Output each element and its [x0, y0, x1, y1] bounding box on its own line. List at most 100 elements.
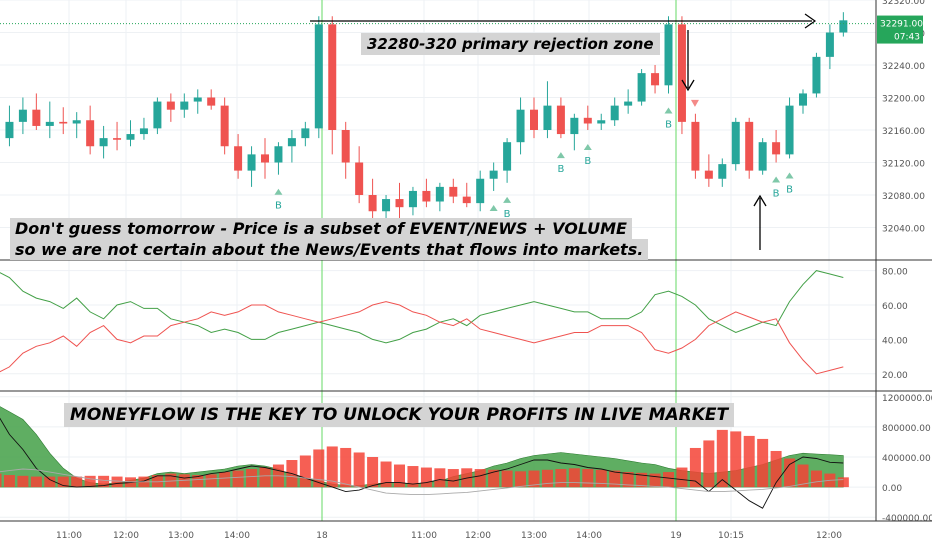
volume-bar — [770, 450, 782, 488]
candle-body — [314, 24, 323, 129]
oscillator-tick-label: 60.00 — [882, 302, 908, 312]
price-panel[interactable]: BBBBBBBBB — [0, 12, 848, 228]
volume-bar — [541, 469, 553, 488]
candle-body — [368, 195, 377, 212]
candle-body — [543, 105, 552, 130]
price-tick-label: 32240.00 — [882, 62, 925, 72]
buy-signal-icon — [772, 176, 781, 183]
candle-body — [247, 154, 256, 171]
candle-body — [772, 142, 781, 155]
time-tick-label: 19 — [670, 531, 682, 541]
candle-body — [5, 121, 14, 139]
volume-bar — [353, 452, 365, 488]
candle-body — [45, 121, 54, 126]
candle-body — [287, 138, 296, 147]
candle-body — [72, 120, 81, 124]
buy-signal-label: B — [665, 119, 672, 130]
moneyflow-tick-label: 0.00 — [882, 484, 902, 494]
candle-body — [462, 196, 471, 204]
moneyflow-tick-label: 400000.00 — [882, 454, 931, 464]
time-tick-label: 13:00 — [168, 531, 194, 541]
volume-bar — [394, 464, 405, 488]
volume-bar — [57, 476, 69, 488]
candle-body — [718, 164, 727, 179]
volume-bar — [474, 469, 486, 488]
candle-body — [59, 121, 68, 124]
moneyflow-panel[interactable] — [0, 404, 849, 509]
candle-body — [341, 130, 350, 163]
buy-signal-icon — [664, 107, 673, 114]
moneyflow-average-line — [0, 468, 844, 496]
buy-signal-icon — [785, 172, 794, 179]
last-price-tag — [877, 15, 923, 44]
time-tick-label: 10:15 — [718, 531, 744, 541]
candle-body — [355, 162, 364, 195]
candle-body — [610, 105, 619, 121]
candle-body — [274, 146, 283, 163]
price-axis[interactable]: 32320.0032280.0032240.0032200.0032160.00… — [0, 0, 932, 524]
candle-body — [32, 109, 41, 126]
volume-bar — [367, 457, 379, 488]
oscillator-tick-label: 20.00 — [882, 371, 908, 381]
time-tick-label: 11:00 — [56, 531, 82, 541]
volume-bar — [716, 429, 728, 488]
volume-bar — [3, 475, 15, 488]
volume-bar — [420, 467, 432, 488]
volume-bar — [151, 475, 163, 488]
candle-body — [86, 120, 95, 147]
volume-bar — [326, 446, 338, 488]
candle-body — [597, 120, 606, 124]
buy-signal-icon — [503, 196, 512, 203]
volume-bar — [192, 475, 204, 488]
volume-bar — [30, 476, 42, 488]
buy-signal-icon — [556, 152, 565, 159]
volume-bar — [568, 468, 580, 488]
candle-body — [839, 20, 848, 33]
oscillator-panel[interactable] — [0, 270, 844, 375]
volume-bar — [810, 470, 822, 488]
volume-bar — [528, 470, 540, 488]
volume-bar — [676, 467, 688, 488]
volume-bar — [313, 449, 325, 488]
countdown-label: 07:43 — [894, 33, 920, 43]
candle-body — [435, 186, 444, 202]
volume-bar — [232, 470, 244, 488]
volume-bar — [622, 472, 634, 488]
candle-body — [193, 97, 202, 102]
volume-bar — [582, 469, 594, 488]
volume-bar — [259, 467, 271, 488]
volume-bar — [205, 474, 217, 488]
moneyflow-tick-label: 1200000.00 — [882, 394, 932, 404]
rejection-zone-note: 32280-320 primary rejection zone — [361, 33, 660, 55]
buy-signal-label: B — [504, 209, 511, 220]
time-tick-label: 12:00 — [816, 531, 842, 541]
time-tick-label: 13:00 — [521, 531, 547, 541]
candle-body — [516, 109, 525, 143]
time-tick-label: 11:00 — [411, 531, 437, 541]
volume-bar — [17, 475, 29, 488]
sell-signal-icon — [690, 99, 699, 107]
candle-body — [530, 109, 538, 130]
candle-body — [422, 190, 431, 202]
candle-body — [570, 117, 579, 135]
price-tick-label: 32040.00 — [882, 225, 925, 235]
time-tick-label: 12:00 — [465, 531, 491, 541]
candle-body — [758, 142, 767, 171]
drawing-layer — [310, 13, 817, 250]
volume-bar — [340, 447, 352, 488]
candle-body — [825, 32, 834, 57]
buy-signal-icon — [274, 188, 283, 195]
candle-body — [166, 101, 175, 110]
arrow-down-icon — [681, 79, 695, 92]
candle-body — [637, 73, 646, 102]
time-axis[interactable]: 11:00 12:00 13:00 14:00 18 11:00 12:00 13:00 14:… — [56, 531, 842, 541]
volume-bar — [609, 470, 621, 488]
volume-bar — [98, 475, 110, 488]
volume-bar — [501, 470, 513, 488]
candle-body — [301, 128, 310, 139]
buy-signal-label: B — [584, 156, 591, 167]
volume-bar — [649, 473, 661, 488]
volume-bar — [165, 473, 177, 488]
time-tick-label: 12:00 — [113, 531, 139, 541]
